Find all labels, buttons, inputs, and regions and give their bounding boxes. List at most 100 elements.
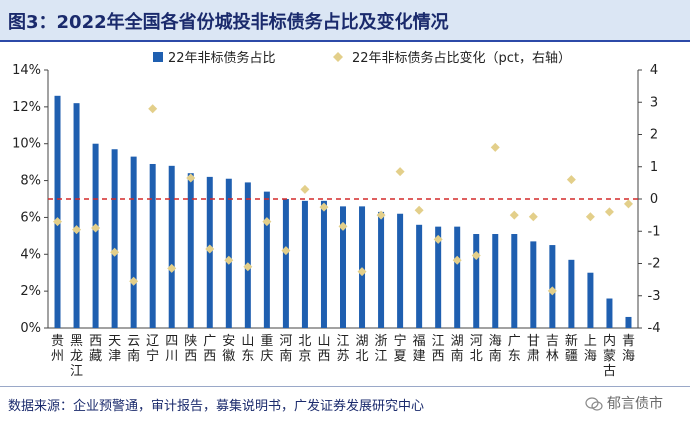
left-tick-label: 4% [20, 247, 41, 262]
point [433, 234, 443, 244]
x-tick-label: 肃 [527, 349, 540, 364]
title-divider [0, 40, 690, 42]
x-tick-label: 浙 [375, 334, 388, 349]
footer-divider [0, 386, 690, 387]
x-tick-label: 陕 [184, 334, 197, 349]
point [167, 263, 177, 273]
x-tick-label: 海 [584, 349, 597, 364]
bar [225, 178, 232, 328]
x-tick-label: 山 [241, 334, 254, 349]
right-tick-label: 1 [650, 160, 658, 175]
x-tick-label: 夏 [394, 349, 407, 364]
axes: 0% 2% 4% 6% 8% 10% 12% 14% -4 -3 -2 -1 0 1 2 3 4 [12, 63, 660, 336]
x-tick-label: 江 [336, 334, 349, 349]
point [604, 207, 614, 217]
wechat-icon [585, 397, 603, 411]
x-tick-label: 北 [298, 334, 311, 349]
x-tick-label: 新 [565, 333, 578, 349]
bar [149, 163, 156, 328]
x-tick-label: 宁 [146, 348, 159, 364]
point [300, 184, 310, 194]
x-tick-label: 林 [546, 349, 559, 364]
x-tick-label: 福 [413, 334, 426, 349]
left-tick-label: 2% [20, 284, 41, 299]
x-tick-label: 龙 [70, 349, 83, 364]
point [414, 205, 424, 215]
bar [606, 298, 613, 328]
point [91, 223, 101, 233]
bar [263, 191, 270, 328]
legend: 22年非标债务占比 22年非标债务占比变化（pct，右轴） [153, 50, 571, 66]
x-tick-label: 黑 [70, 334, 83, 349]
chart-title: 图3：2022年全国各省份城投非标债务占比及变化情况 [8, 12, 449, 33]
left-tick-label: 12% [12, 100, 41, 115]
bar [320, 200, 327, 328]
point [585, 212, 595, 222]
legend-point-label: 22年非标债务占比变化（pct，右轴） [352, 50, 571, 66]
right-tick-label: 4 [650, 63, 658, 78]
x-tick-label: 云 [127, 334, 140, 349]
points [53, 104, 633, 296]
point [72, 225, 82, 235]
bar [530, 241, 537, 328]
x-tick-label: 南 [279, 348, 292, 364]
x-tick-label: 江 [70, 364, 83, 379]
x-tick-label: 河 [470, 334, 483, 349]
watermark: 郁言债市 [585, 393, 663, 413]
x-tick-label: 北 [356, 349, 369, 364]
point [338, 221, 348, 231]
legend-bar-label: 22年非标债务占比 [168, 50, 276, 66]
point [148, 104, 158, 114]
bars [54, 95, 632, 328]
point [224, 255, 234, 265]
x-tick-label: 南 [127, 348, 140, 364]
x-tick-label: 徽 [222, 349, 235, 364]
point [623, 199, 633, 209]
left-tick-label: 14% [12, 63, 41, 78]
bar [282, 199, 289, 328]
point [262, 217, 272, 227]
x-tick-label: 东 [508, 349, 521, 364]
bar [92, 143, 99, 328]
left-tick-label: 8% [20, 174, 41, 189]
x-tick-label: 藏 [89, 349, 102, 364]
bar [625, 316, 632, 328]
x-tick-label: 河 [279, 334, 292, 349]
left-tick-label: 6% [20, 210, 41, 225]
x-tick-label: 辽 [146, 334, 159, 349]
title-bar: 图3：2022年全国各省份城投非标债务占比及变化情况 [0, 0, 690, 40]
x-tick-label: 北 [470, 349, 483, 364]
x-tick-label: 京 [298, 349, 311, 364]
bar [435, 226, 442, 328]
x-tick-label: 内 [603, 333, 616, 349]
x-tick-label: 青 [622, 334, 635, 349]
x-tick-label: 川 [165, 349, 178, 364]
point [205, 244, 215, 254]
bar [130, 156, 137, 328]
bar [473, 234, 480, 328]
x-tick-label: 海 [489, 334, 502, 349]
right-tick-label: -3 [648, 289, 661, 304]
x-tick-label: 苏 [336, 348, 349, 364]
point [490, 142, 500, 152]
point [376, 210, 386, 220]
x-tick-label: 古 [603, 364, 616, 379]
watermark-text: 郁言债市 [607, 396, 663, 412]
x-tick-label: 海 [622, 349, 635, 364]
x-tick-label: 湖 [451, 334, 464, 349]
bar [397, 213, 404, 328]
bar [301, 200, 308, 328]
chart: 22年非标债务占比 22年非标债务占比变化（pct，右轴） 0% 2% 4% 6% 8%… [12, 50, 660, 379]
legend-point-swatch [333, 52, 343, 62]
bar [111, 149, 118, 328]
point [281, 246, 291, 256]
x-tick-label: 西 [89, 334, 102, 349]
bar [378, 211, 385, 328]
x-tick-label: 广 [203, 334, 216, 349]
bar [492, 234, 499, 328]
x-tick-label: 甘 [527, 334, 540, 349]
point [395, 167, 405, 177]
point [509, 210, 519, 220]
x-tick-label: 天 [108, 334, 121, 349]
x-tick-label: 庆 [260, 349, 273, 364]
